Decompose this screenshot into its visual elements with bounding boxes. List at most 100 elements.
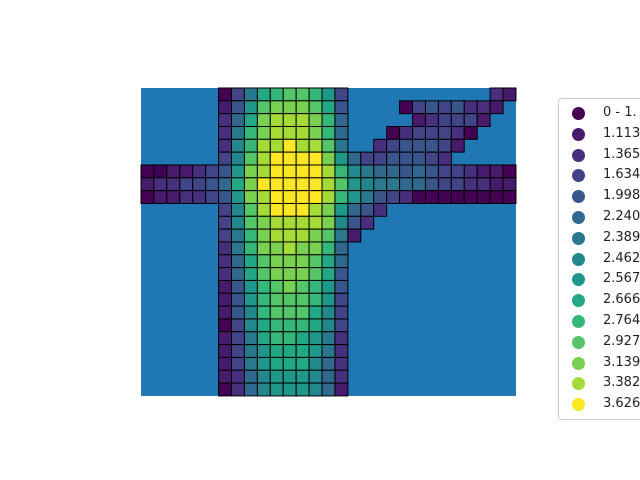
legend-label: 1.113: [603, 125, 640, 141]
heatmap-cell: [231, 267, 245, 281]
legend-label: 2.240: [603, 209, 640, 224]
heatmap-cell: [256, 138, 271, 153]
heatmap-cell: [256, 318, 271, 333]
heatmap-cell: [295, 369, 310, 384]
heatmap-cell: [269, 177, 284, 192]
heatmap-cell: [218, 279, 233, 294]
heatmap-cell: [321, 215, 336, 230]
heatmap-cell: [243, 267, 258, 281]
heatmap-cell: [269, 164, 284, 179]
legend-entry: 2.389: [559, 228, 640, 248]
heatmap-cell: [321, 267, 336, 281]
heatmap-cell: [373, 190, 388, 204]
heatmap-cell: [463, 190, 478, 204]
heatmap-cell: [269, 190, 284, 204]
heatmap-cell: [399, 125, 414, 140]
heatmap-cell: [256, 190, 271, 204]
heatmap-cell: [218, 318, 233, 333]
legend-entry: 1.998: [559, 186, 640, 206]
heatmap-cell: [308, 292, 323, 307]
heatmap-cell: [256, 344, 271, 358]
heatmap-cell: [334, 344, 349, 358]
legend-entry: 2.764: [559, 311, 640, 331]
heatmap-cell: [334, 215, 349, 230]
heatmap-cell: [269, 331, 284, 346]
heatmap-cell: [269, 356, 284, 371]
heatmap-cell: [450, 190, 465, 204]
heatmap-cell: [153, 190, 168, 204]
heatmap-cell: [282, 331, 297, 346]
heatmap-cell: [295, 305, 310, 320]
heatmap-cell: [243, 369, 258, 384]
heatmap-cell: [218, 382, 233, 397]
heatmap-cell: [321, 138, 336, 153]
heatmap-cell: [231, 87, 245, 102]
heatmap-cell: [412, 100, 426, 115]
legend-label: 1.634: [603, 167, 640, 183]
heatmap-cell: [373, 138, 388, 153]
heatmap-cell: [140, 190, 155, 204]
legend-label: 2.389: [603, 229, 640, 245]
heatmap-cell: [218, 228, 233, 243]
heatmap-cell: [256, 292, 271, 307]
heatmap-cell: [282, 138, 297, 153]
heatmap-cell: [243, 202, 258, 217]
heatmap-cell: [256, 305, 271, 320]
legend-entry: 2.567: [559, 269, 640, 289]
heatmap-cell: [231, 228, 245, 243]
heatmap-cell: [179, 190, 194, 204]
heatmap-cell: [386, 125, 401, 140]
legend-entry: 2.666: [559, 290, 640, 310]
legend-label: 2.567: [603, 271, 640, 287]
heatmap-cell: [269, 267, 284, 281]
heatmap-cell: [231, 292, 245, 307]
heatmap-cell: [231, 369, 245, 384]
heatmap-cell: [269, 202, 284, 217]
heatmap-cell: [321, 125, 336, 140]
heatmap-cell: [334, 318, 349, 333]
heatmap-cell: [256, 113, 271, 127]
heatmap-cell: [218, 331, 233, 346]
heatmap-cell: [347, 190, 362, 204]
heatmap-cell: [386, 177, 401, 192]
legend: 0 - 1. 1.113 1.365 1.634 1.998 2.240 2.389 2.46…: [558, 98, 640, 420]
heatmap-cell: [295, 241, 310, 256]
heatmap-cell: [321, 369, 336, 384]
heatmap-cell: [334, 279, 349, 294]
heatmap-cell: [295, 382, 310, 397]
heatmap-cell: [424, 138, 439, 153]
heatmap-cell: [243, 87, 258, 102]
heatmap-cell: [476, 113, 491, 127]
heatmap-cell: [360, 164, 375, 179]
heatmap-cell: [308, 318, 323, 333]
heatmap-cell: [334, 254, 349, 269]
heatmap-cell: [321, 241, 336, 256]
heatmap-cell: [424, 177, 439, 192]
heatmap-cell: [308, 369, 323, 384]
heatmap-cell: [412, 113, 426, 127]
heatmap-cell: [321, 356, 336, 371]
legend-marker: [572, 356, 585, 370]
heatmap-cell: [360, 215, 375, 230]
heatmap-cell: [231, 164, 245, 179]
heatmap-cell: [282, 369, 297, 384]
heatmap-cell: [399, 177, 414, 192]
heatmap-cell: [282, 215, 297, 230]
heatmap-cell: [282, 241, 297, 256]
heatmap-cell: [321, 344, 336, 358]
heatmap-cell: [256, 87, 271, 102]
heatmap-cell: [269, 254, 284, 269]
heatmap-cell: [205, 190, 220, 204]
heatmap-cell: [269, 305, 284, 320]
heatmap-cell: [243, 241, 258, 256]
heatmap-cell: [231, 279, 245, 294]
heatmap-cell: [295, 87, 310, 102]
heatmap-cells: [140, 87, 517, 397]
heatmap-cell: [424, 190, 439, 204]
heatmap-cell: [269, 125, 284, 140]
heatmap-cell: [373, 202, 388, 217]
heatmap-cell: [321, 254, 336, 269]
heatmap-cell: [424, 113, 439, 127]
heatmap-cell: [321, 177, 336, 192]
heatmap-cell: [256, 164, 271, 179]
